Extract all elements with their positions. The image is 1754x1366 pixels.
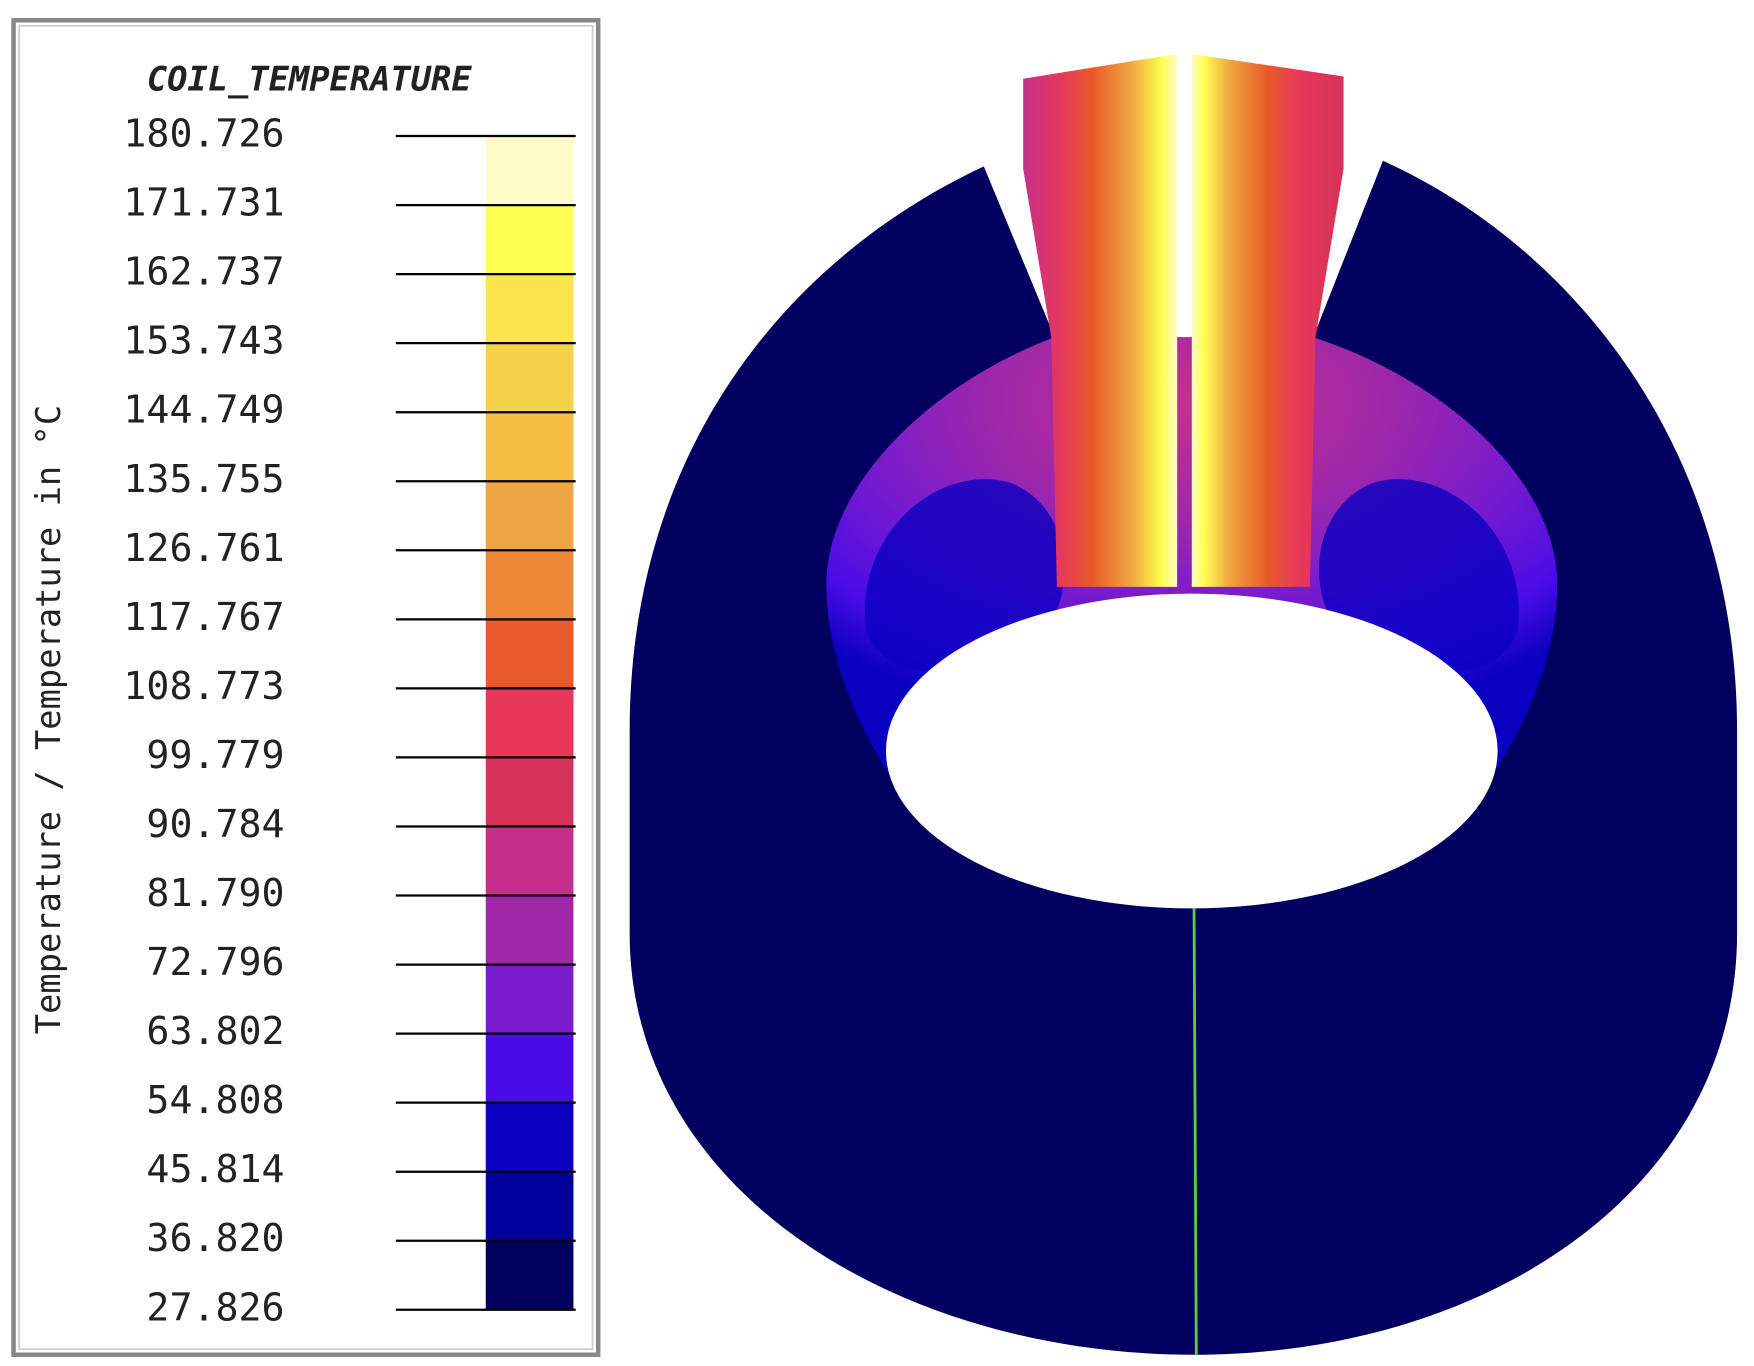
color-band [485,826,574,897]
tick-label: 171.731 [123,182,284,226]
color-band [485,1171,574,1242]
color-band [485,964,574,1035]
color-band [485,481,574,551]
color-band [485,619,574,689]
color-band [485,895,574,966]
tick-label: 144.749 [123,389,284,433]
legend-inner-border [18,25,594,1350]
color-band [485,412,574,482]
tick-label: 36.820 [146,1217,284,1261]
coil-lead-right [1191,53,1344,587]
coil-render [629,53,1738,1355]
color-band [485,757,574,828]
color-band [485,688,574,758]
legend-axis-label: Temperature / Temperature in °C [29,405,68,1034]
color-band [485,1240,574,1311]
tick-label: 117.767 [123,596,284,640]
tick-label: 99.779 [146,734,284,778]
tick-label: 135.755 [123,458,284,502]
seam-line [1192,908,1198,1355]
tick-label: 153.743 [123,320,284,364]
tick-label: 27.826 [146,1286,284,1330]
color-band [485,1033,574,1104]
color-band [485,205,574,275]
coil-hole [885,593,1498,909]
coil-lead-left [1023,53,1178,587]
color-band [485,550,574,620]
color-band [485,136,574,206]
tick-label: 72.796 [146,941,284,985]
color-band [485,343,574,413]
tick-label: 162.737 [123,251,284,295]
tick-label: 108.773 [123,665,284,709]
color-band [485,274,574,344]
color-band [485,1102,574,1173]
tick-label: 81.790 [146,872,284,916]
tick-label: 126.761 [123,527,284,571]
tick-label: 180.726 [123,113,284,157]
tick-label: 90.784 [146,803,284,847]
tick-label: 54.808 [146,1079,284,1123]
legend-title: COIL_TEMPERATURE [147,59,473,98]
tick-label: 45.814 [146,1148,284,1192]
tick-label: 63.802 [146,1010,284,1054]
colorbar: 180.726 171.731 162.737 153.743 144.749 135.7… [123,113,576,1330]
